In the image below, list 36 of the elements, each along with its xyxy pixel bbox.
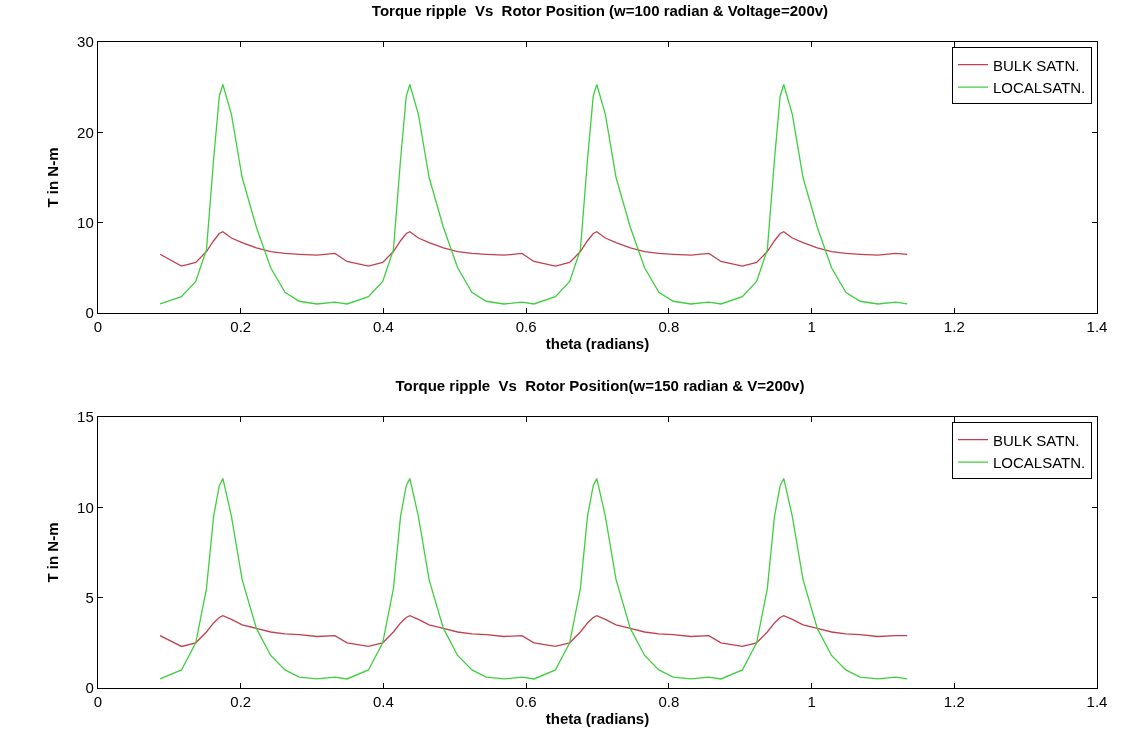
x-tick-label: 0.2 [230, 693, 252, 711]
line-series [159, 477, 908, 680]
y-tick-label: 5 [85, 588, 94, 606]
y-tick-label: 15 [77, 408, 94, 426]
x-tick-label: 0.4 [373, 693, 394, 711]
x-tick-label: 0.2 [230, 318, 252, 336]
legend-label: LOCALSATN. [993, 454, 1086, 472]
x-axis-title: theta (radians) [545, 710, 650, 728]
x-tick-label: 1.4 [1086, 693, 1108, 711]
x-tick-label: 1 [807, 318, 816, 336]
chart-title: Torque ripple Vs Rotor Position (w=100 radian & Voltage=200v) [371, 2, 829, 20]
legend-label: BULK SATN. [993, 56, 1080, 74]
y-tick-label: 10 [77, 498, 94, 516]
y-tick-label: 30 [77, 33, 94, 51]
y-tick-label: 20 [77, 123, 94, 141]
x-tick-label: 0.6 [515, 318, 537, 336]
x-axis-title: theta (radians) [545, 335, 650, 353]
y-tick-label: 10 [77, 213, 94, 231]
x-tick-label: 0.4 [373, 318, 394, 336]
x-tick-label: 1.2 [943, 693, 965, 711]
line-series [159, 83, 908, 305]
x-tick-label: 0.6 [515, 693, 537, 711]
line-series [159, 615, 908, 648]
y-axis-title: T in N-m [44, 147, 62, 208]
x-tick-label: 0.8 [658, 318, 680, 336]
y-tick-label: 0 [85, 679, 94, 697]
x-tick-label: 0.8 [658, 693, 680, 711]
chart-title: Torque ripple Vs Rotor Position(w=150 radian & V=200v) [395, 377, 805, 395]
x-tick-label: 1 [807, 693, 816, 711]
legend-label: LOCALSATN. [993, 79, 1086, 97]
y-axis-title: T in N-m [44, 522, 62, 583]
line-series [159, 231, 908, 267]
x-tick-label: 1.4 [1086, 318, 1108, 336]
y-tick-label: 0 [85, 304, 94, 322]
legend-label: BULK SATN. [993, 431, 1080, 449]
x-tick-label: 1.2 [943, 318, 965, 336]
